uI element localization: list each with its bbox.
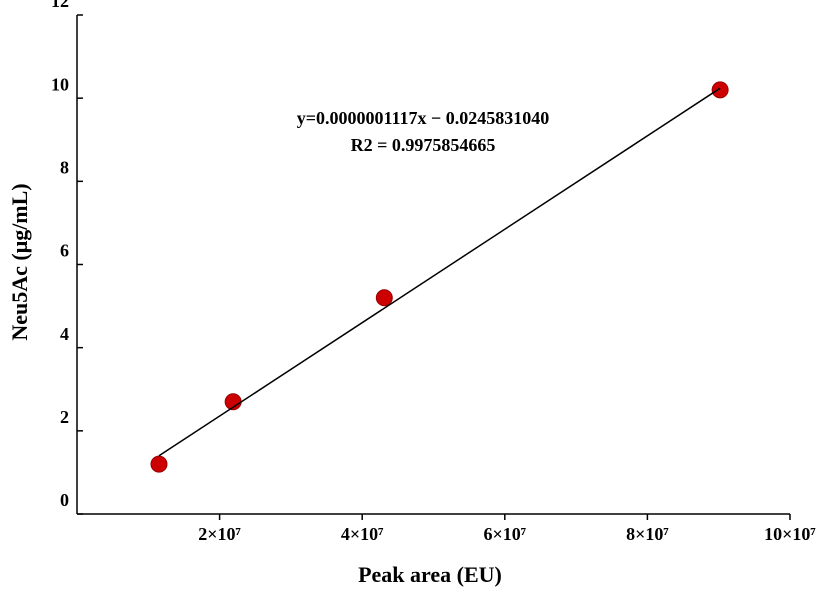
x-tick-label: 2×10⁷ bbox=[198, 524, 241, 544]
x-axis-title: Peak area (EU) bbox=[358, 562, 502, 587]
x-tick-label: 8×10⁷ bbox=[626, 524, 669, 544]
y-tick-label: 12 bbox=[51, 0, 69, 11]
equation: y=0.0000001117x − 0.0245831040 bbox=[297, 108, 550, 128]
y-axis-title: Neu5Ac (μg/mL) bbox=[7, 183, 32, 340]
x-tick-label: 10×10⁷ bbox=[764, 524, 816, 544]
trend-line bbox=[158, 87, 721, 457]
r-squared: R2 = 0.9975854665 bbox=[351, 135, 496, 155]
y-tick-label: 0 bbox=[60, 490, 69, 510]
y-tick-label: 6 bbox=[60, 241, 69, 261]
x-tick-label: 6×10⁷ bbox=[483, 524, 526, 544]
x-tick-label: 4×10⁷ bbox=[341, 524, 384, 544]
data-point bbox=[375, 289, 393, 307]
y-tick-label: 2 bbox=[60, 407, 69, 427]
y-tick-label: 10 bbox=[51, 74, 69, 94]
data-point bbox=[711, 81, 729, 99]
y-tick-label: 4 bbox=[60, 324, 69, 344]
data-point bbox=[150, 455, 168, 473]
y-tick-label: 8 bbox=[60, 157, 69, 177]
